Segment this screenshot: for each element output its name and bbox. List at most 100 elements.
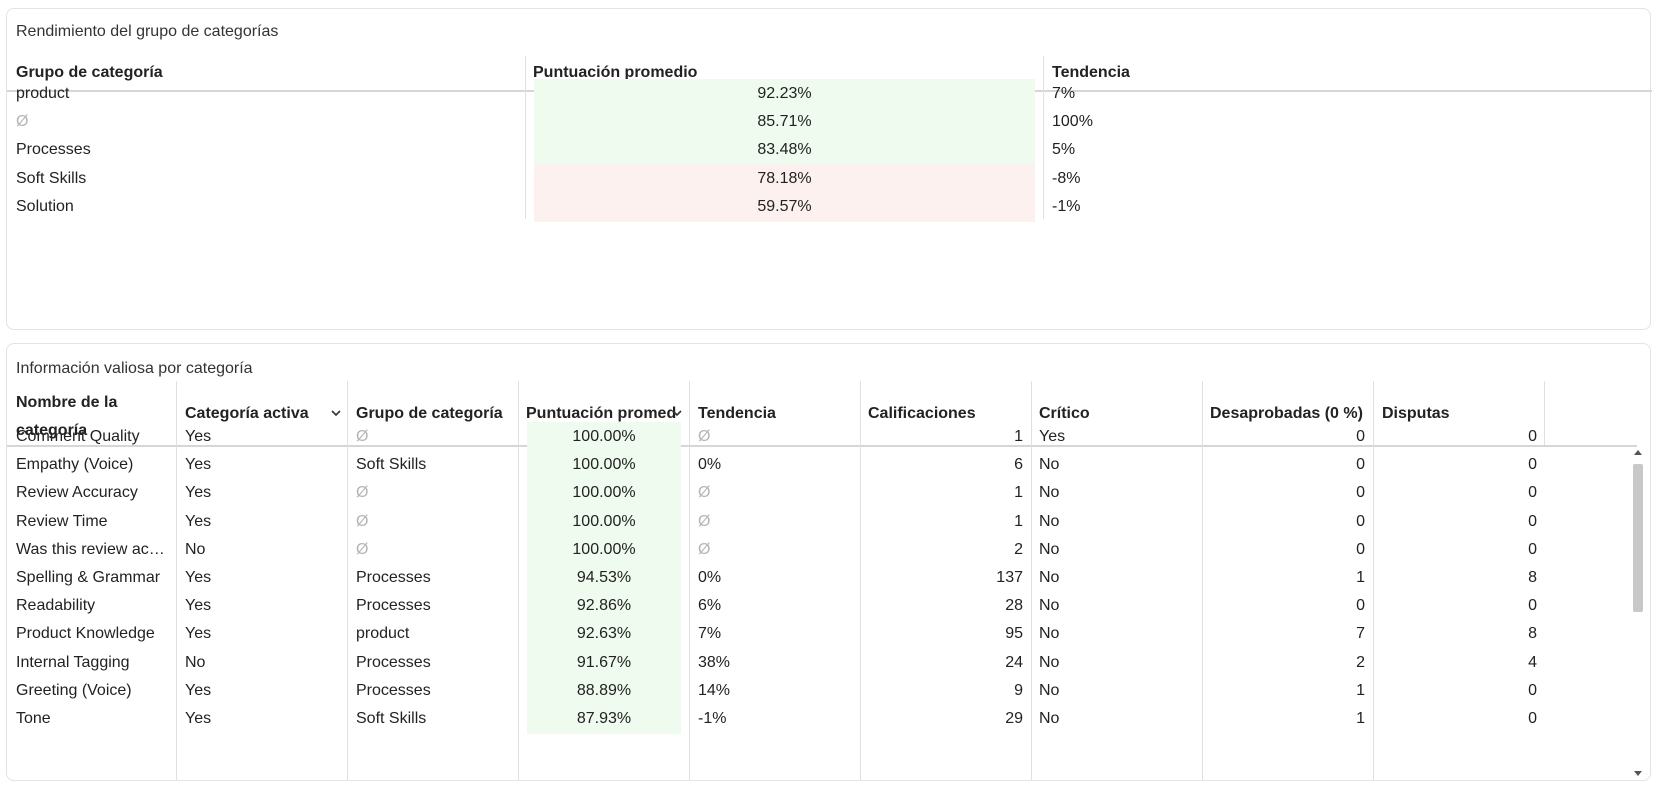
scroll-thumb[interactable] <box>1633 464 1643 612</box>
cell-ratings: 1 <box>1014 484 1023 502</box>
cell-name: Review Time <box>16 512 108 530</box>
chevron-down-icon[interactable] <box>330 407 342 419</box>
table-row[interactable]: Processes 83.48% 5% <box>7 135 1652 166</box>
cell-score: 100.00% <box>527 534 681 565</box>
column-header-critical[interactable]: Crítico <box>1039 405 1090 422</box>
cell-critical: No <box>1039 625 1060 643</box>
table-row[interactable]: Tone Yes Soft Skills 87.93% -1% 29 No 1 0 <box>7 704 1637 734</box>
cell-active: No <box>185 653 206 671</box>
cell-disputes: 0 <box>1528 540 1537 558</box>
chevron-down-icon[interactable] <box>671 407 683 419</box>
cell-name: Greeting (Voice) <box>16 681 132 699</box>
table-row[interactable]: Review Time Yes Ø 100.00% Ø 1 No 0 0 <box>7 506 1637 537</box>
cell-disapproved: 2 <box>1356 653 1365 671</box>
column-header-name[interactable]: Nombre de la categoría <box>16 394 118 439</box>
column-divider <box>1373 381 1374 780</box>
column-divider <box>518 381 519 780</box>
cell-name: Spelling & Grammar <box>16 569 161 586</box>
cell-trend: Ø <box>698 540 711 558</box>
scroll-down-icon[interactable] <box>1634 771 1642 776</box>
category-insights-panel: Información valiosa por categoría Nombre… <box>6 343 1651 781</box>
cell-ratings: 1 <box>1014 428 1023 445</box>
cell-group: Processes <box>356 653 431 671</box>
column-header-trend[interactable]: Tendencia <box>698 405 776 422</box>
column-divider <box>347 381 348 780</box>
table-row[interactable]: Empathy (Voice) Yes Soft Skills 100.00% 0% 6 N… <box>7 450 1637 481</box>
cell-disputes: 0 <box>1528 428 1537 445</box>
cell-critical: No <box>1039 484 1060 502</box>
cell-critical: No <box>1039 569 1060 586</box>
cell-active: Yes <box>185 456 212 474</box>
cell-group: Soft Skills <box>16 169 87 187</box>
column-divider <box>1544 381 1545 445</box>
column-header-disputes[interactable]: Disputas <box>1382 405 1450 422</box>
table-row[interactable]: Greeting (Voice) Yes Processes 88.89% 14% 9 No… <box>7 675 1637 706</box>
cell-ratings: 95 <box>1005 625 1023 643</box>
cell-group: product <box>16 85 70 102</box>
table-row[interactable]: Product Knowledge Yes product 92.63% 7% 95 No 7… <box>7 619 1637 650</box>
cell-name: Tone <box>16 710 51 727</box>
cell-trend: 6% <box>698 597 722 615</box>
cell-active: Yes <box>185 710 212 727</box>
table-row[interactable]: Ø 85.71% 100% <box>7 107 1652 138</box>
cell-score: 92.23% <box>534 79 1035 109</box>
table-row[interactable]: Comment Quality Yes Ø 100.00% Ø 1 Yes 0 0 <box>7 422 1637 452</box>
cell-score: 100.00% <box>527 422 681 452</box>
cell-name: Readability <box>16 597 96 615</box>
scroll-up-icon[interactable] <box>1634 450 1642 455</box>
table-row[interactable]: Review Accuracy Yes Ø 100.00% Ø 1 No 0 0 <box>7 478 1637 509</box>
cell-score: 85.71% <box>534 107 1035 138</box>
column-header-group[interactable]: Grupo de categoría <box>16 64 163 81</box>
cell-score: 87.93% <box>527 704 681 734</box>
table-row[interactable]: Spelling & Grammar Yes Processes 94.53% 0% 13… <box>7 563 1637 593</box>
cell-ratings: 9 <box>1014 681 1023 699</box>
column-divider <box>860 381 861 780</box>
cell-trend: 7% <box>698 625 722 643</box>
cell-trend: -1% <box>1052 197 1081 215</box>
cell-disapproved: 0 <box>1356 597 1365 615</box>
vertical-scrollbar[interactable] <box>1632 448 1644 778</box>
table-row[interactable]: Solution 59.57% -1% <box>7 191 1652 222</box>
cell-disapproved: 1 <box>1356 710 1365 727</box>
column-divider <box>689 381 690 780</box>
cell-group: Processes <box>356 597 431 615</box>
column-header-trend[interactable]: Tendencia <box>1052 64 1130 81</box>
column-header-group[interactable]: Grupo de categoría <box>356 405 503 422</box>
cell-disapproved: 0 <box>1356 484 1365 502</box>
cell-name: Comment Quality <box>16 428 140 445</box>
category-group-performance-panel: Rendimiento del grupo de categorías Grup… <box>6 8 1652 330</box>
cell-group: Ø <box>356 512 369 530</box>
cell-group: product <box>356 625 410 643</box>
cell-trend: 100% <box>1052 113 1093 131</box>
column-header-disapproved[interactable]: Desaprobadas (0 %) <box>1210 405 1363 422</box>
cell-group: Processes <box>356 681 431 699</box>
cell-active: Yes <box>185 625 212 643</box>
cell-name: Internal Tagging <box>16 653 130 671</box>
cell-group: Ø <box>16 113 29 131</box>
table-row[interactable]: product 92.23% 7% <box>7 79 1652 109</box>
column-header-score[interactable]: Puntuación promed <box>526 405 676 422</box>
column-header-active[interactable]: Categoría activa <box>185 405 309 422</box>
panel-title: Rendimiento del grupo de categorías <box>16 23 279 40</box>
cell-group: Ø <box>356 484 369 502</box>
cell-trend: 0% <box>698 456 722 474</box>
cell-group: Solution <box>16 197 74 215</box>
cell-name: Empathy (Voice) <box>16 456 134 474</box>
cell-group: Ø <box>356 428 369 445</box>
cell-ratings: 2 <box>1014 540 1023 558</box>
cell-score: 92.63% <box>527 619 681 650</box>
column-header-ratings[interactable]: Calificaciones <box>868 405 976 422</box>
cell-active: Yes <box>185 512 212 530</box>
cell-disapproved: 7 <box>1356 625 1365 643</box>
cell-disputes: 0 <box>1528 456 1537 474</box>
table-row[interactable]: Was this review ac… No Ø 100.00% Ø 2 No 0 0 <box>7 534 1637 565</box>
cell-score: 94.53% <box>527 563 681 593</box>
cell-name: Review Accuracy <box>16 484 138 502</box>
table-row[interactable]: Soft Skills 78.18% -8% <box>7 163 1652 194</box>
table-row[interactable]: Internal Tagging No Processes 91.67% 38% 24 No… <box>7 647 1637 678</box>
column-header-score[interactable]: Puntuación promedio <box>533 64 698 81</box>
cell-score: 100.00% <box>527 506 681 537</box>
cell-active: Yes <box>185 428 212 445</box>
table-row[interactable]: Readability Yes Processes 92.86% 6% 28 No 0 0 <box>7 591 1637 622</box>
cell-active: Yes <box>185 569 212 586</box>
